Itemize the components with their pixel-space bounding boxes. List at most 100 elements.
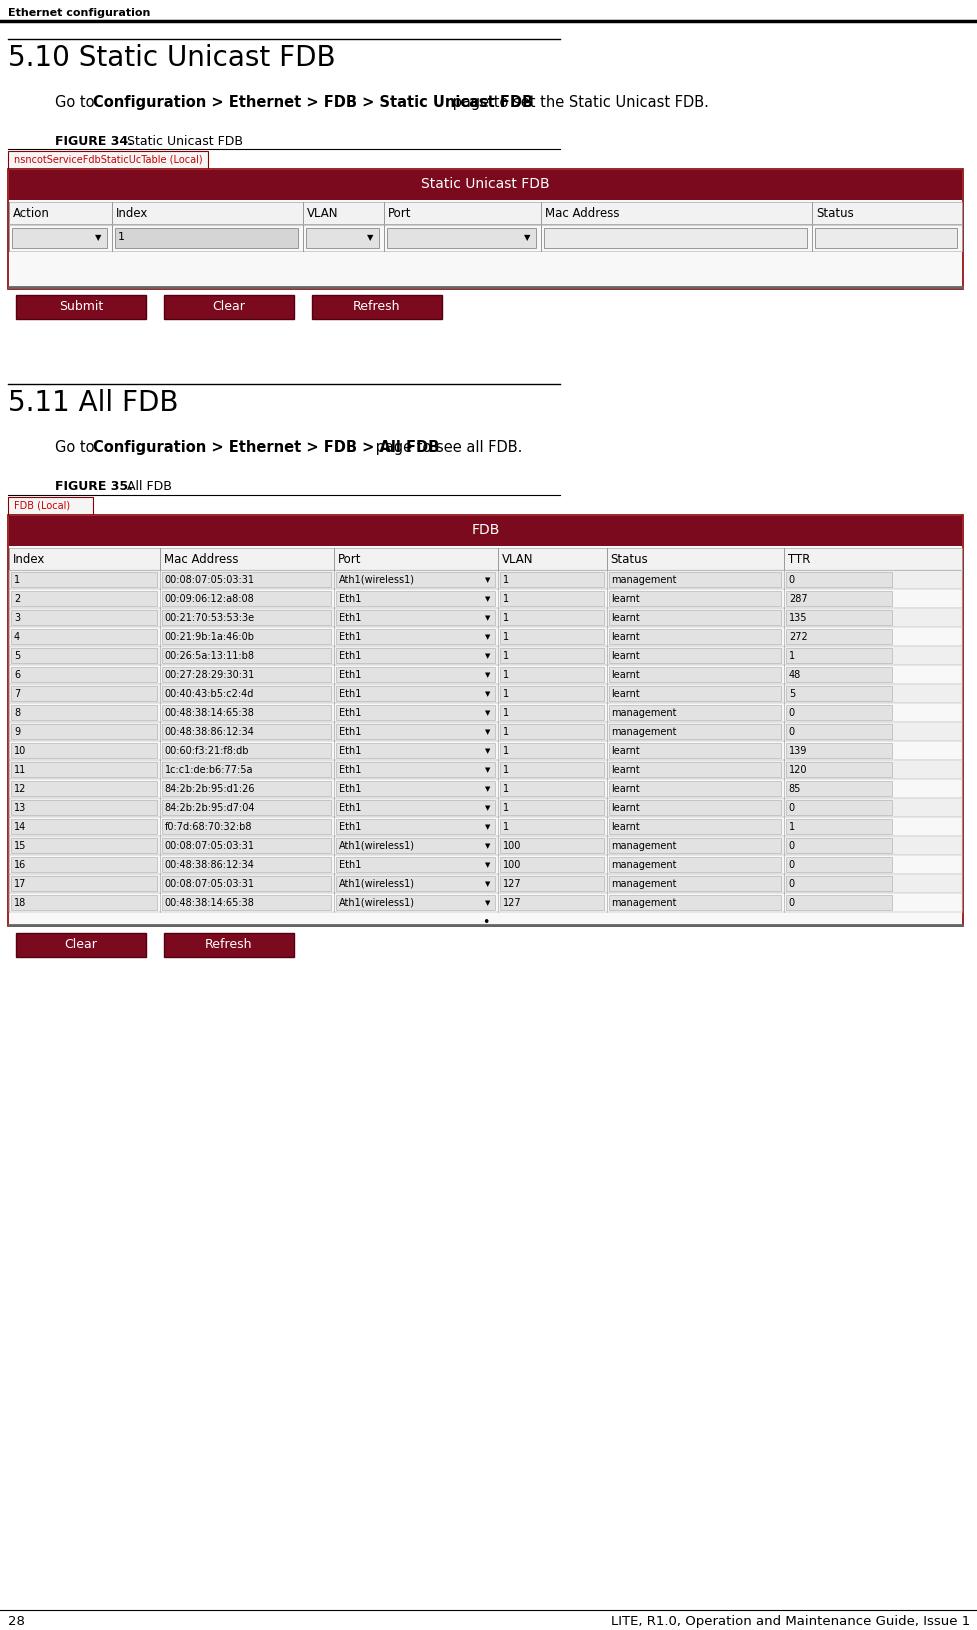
Text: ▼: ▼ [485, 615, 489, 621]
Text: learnt: learnt [611, 613, 640, 623]
Text: 0: 0 [788, 898, 794, 908]
Text: 1: 1 [502, 727, 508, 737]
Bar [608, 668, 780, 683]
Text: All FDB: All FDB [123, 479, 172, 492]
Bar [161, 572, 330, 588]
Text: LITE, R1.0, Operation and Maintenance Guide, Issue 1: LITE, R1.0, Operation and Maintenance Gu… [610, 1614, 969, 1627]
Text: FIGURE 34.: FIGURE 34. [55, 135, 133, 148]
Bar [499, 763, 603, 778]
Bar [785, 763, 891, 778]
Text: page to set the Static Unicast FDB.: page to set the Static Unicast FDB. [447, 95, 708, 109]
Bar [8, 515, 962, 926]
Bar [499, 820, 603, 835]
Text: learnt: learnt [611, 631, 640, 642]
Bar [336, 572, 494, 588]
Bar [9, 893, 961, 913]
Text: Mac Address: Mac Address [544, 207, 618, 220]
Bar [608, 820, 780, 835]
Text: Eth1: Eth1 [339, 784, 361, 794]
Text: ▼: ▼ [485, 672, 489, 678]
Text: nsncotServiceFdbStaticUcTable (Local): nsncotServiceFdbStaticUcTable (Local) [14, 155, 202, 165]
Bar [11, 686, 156, 701]
Text: 28: 28 [8, 1614, 24, 1627]
Text: ▼: ▼ [95, 233, 102, 243]
Text: Eth1: Eth1 [339, 764, 361, 774]
Text: Go to: Go to [55, 440, 99, 455]
Bar [9, 779, 961, 799]
Text: 17: 17 [14, 879, 26, 888]
Bar [785, 800, 891, 815]
Text: ▼: ▼ [366, 233, 372, 243]
Text: Mac Address: Mac Address [163, 553, 237, 566]
Bar [11, 781, 156, 797]
Text: 8: 8 [14, 707, 21, 717]
Text: 0: 0 [788, 707, 794, 717]
Text: Go to: Go to [55, 95, 99, 109]
Text: 100: 100 [502, 841, 521, 851]
Bar [499, 725, 603, 740]
Text: Port: Port [338, 553, 361, 566]
Bar [161, 611, 330, 626]
Text: 12: 12 [14, 784, 26, 794]
Bar [161, 743, 330, 758]
Text: TTR: TTR [787, 553, 809, 566]
Bar [608, 763, 780, 778]
Bar [9, 227, 961, 253]
Text: 1c:c1:de:b6:77:5a: 1c:c1:de:b6:77:5a [164, 764, 253, 774]
Text: learnt: learnt [611, 593, 640, 603]
Bar [608, 611, 780, 626]
Text: ▼: ▼ [485, 900, 489, 906]
Bar [9, 665, 961, 685]
Bar [11, 800, 156, 815]
Bar [608, 743, 780, 758]
Bar [9, 856, 961, 874]
Text: management: management [611, 898, 676, 908]
Bar [11, 611, 156, 626]
Text: 127: 127 [502, 879, 521, 888]
Text: 00:21:70:53:53:3e: 00:21:70:53:53:3e [164, 613, 254, 623]
Text: learnt: learnt [611, 745, 640, 756]
Bar [785, 877, 891, 892]
Bar [11, 877, 156, 892]
Text: management: management [611, 859, 676, 869]
Bar [164, 295, 294, 319]
Bar [785, 649, 891, 663]
Text: 00:48:38:14:65:38: 00:48:38:14:65:38 [164, 898, 254, 908]
Text: 0: 0 [788, 575, 794, 585]
Text: management: management [611, 727, 676, 737]
Text: Refresh: Refresh [205, 937, 252, 950]
Bar [499, 743, 603, 758]
Bar [9, 517, 961, 546]
Bar [499, 781, 603, 797]
Text: 1: 1 [788, 650, 794, 660]
Text: Ath1(wireless1): Ath1(wireless1) [339, 879, 414, 888]
Text: Eth1: Eth1 [339, 822, 361, 831]
Text: VLAN: VLAN [306, 207, 338, 220]
Text: 4: 4 [14, 631, 21, 642]
Text: 00:21:9b:1a:46:0b: 00:21:9b:1a:46:0b [164, 631, 254, 642]
Text: learnt: learnt [611, 784, 640, 794]
Bar [785, 629, 891, 644]
Text: Eth1: Eth1 [339, 670, 361, 680]
Text: 48: 48 [788, 670, 800, 680]
Bar [161, 895, 330, 911]
Bar [9, 874, 961, 893]
Text: ▼: ▼ [485, 691, 489, 698]
Bar [499, 668, 603, 683]
Bar [16, 934, 146, 957]
Bar [9, 608, 961, 628]
Text: 85: 85 [788, 784, 800, 794]
Bar [785, 838, 891, 854]
Bar [161, 781, 330, 797]
Bar [11, 649, 156, 663]
Text: 1: 1 [502, 822, 508, 831]
Bar [499, 629, 603, 644]
Text: 00:26:5a:13:11:b8: 00:26:5a:13:11:b8 [164, 650, 254, 660]
Text: 84:2b:2b:95:d1:26: 84:2b:2b:95:d1:26 [164, 784, 255, 794]
Bar [785, 857, 891, 872]
Text: 0: 0 [788, 879, 794, 888]
Text: management: management [611, 841, 676, 851]
Bar [608, 838, 780, 854]
Text: management: management [611, 879, 676, 888]
Bar [336, 781, 494, 797]
